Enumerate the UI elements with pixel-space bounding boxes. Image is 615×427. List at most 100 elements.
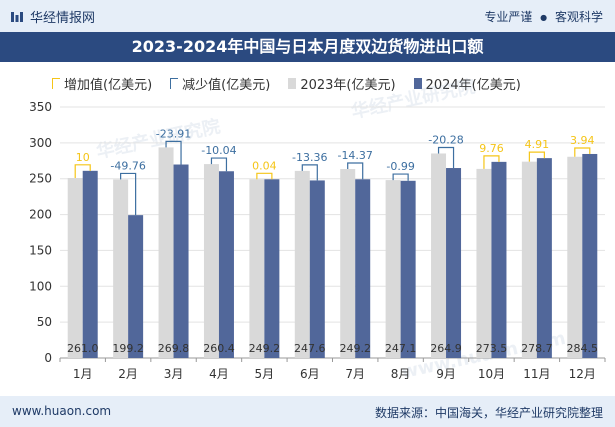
chart-legend: 增加值(亿美元) 减少值(亿美元) 2023年(亿美元) 2024年(亿美元) xyxy=(52,74,521,93)
top-bar: 华经情报网 专业严谨 ● 客观科学 xyxy=(0,0,615,32)
legend-increase-label: 增加值(亿美元) xyxy=(64,78,153,93)
bar-2023 xyxy=(203,164,219,358)
change-value-label: 3.94 xyxy=(570,134,595,147)
legend-decrease-label: 减少值(亿美元) xyxy=(182,78,271,93)
change-value-label: -49.76 xyxy=(110,159,145,172)
bar-2023 xyxy=(340,169,356,358)
bar-2023 xyxy=(67,177,83,358)
bar-2024 xyxy=(218,171,234,358)
bar-2024-value-label: 249.2 xyxy=(339,342,371,355)
bar-2023 xyxy=(521,161,537,358)
logo-icon xyxy=(11,11,23,22)
bar-2023 xyxy=(158,147,174,358)
x-tick-label: 8月 xyxy=(391,367,411,381)
bar-2024-value-label: 199.2 xyxy=(112,342,144,355)
bar-2024 xyxy=(173,164,189,358)
legend-decrease[interactable]: 减少值(亿美元) xyxy=(170,74,270,93)
change-value-label: -23.91 xyxy=(156,127,191,140)
x-tick-label: 4月 xyxy=(209,367,229,381)
bar-2024 xyxy=(582,153,598,358)
brand-name: 华经情报网 xyxy=(30,11,96,26)
x-tick-label: 12月 xyxy=(569,367,596,381)
bar-2024 xyxy=(446,168,462,358)
slogan-tag-2: 客观科学 xyxy=(554,10,603,24)
decrease-bracket xyxy=(347,162,364,180)
increase-bracket xyxy=(528,151,545,162)
bar-2024-value-label: 261.0 xyxy=(67,342,99,355)
bar-2024 xyxy=(309,180,325,358)
bar-2024-value-label: 247.1 xyxy=(385,342,417,355)
y-tick-label: 300 xyxy=(29,136,52,150)
decrease-bracket xyxy=(210,157,228,172)
bar-2024-value-label: 247.6 xyxy=(294,342,326,355)
y-tick-label: 0 xyxy=(44,351,52,365)
change-value-label: 4.91 xyxy=(525,138,550,151)
legend-2023-swatch xyxy=(288,78,297,89)
bar-chart: 0 50 100 150 200 250 300 350 10 261.0 1月 -49.76 199.… xyxy=(29,100,606,381)
bar-2024 xyxy=(128,215,144,358)
change-value-label: -13.36 xyxy=(292,151,327,164)
y-tick-label: 350 xyxy=(29,100,52,114)
legend-increase-swatch xyxy=(52,78,60,89)
bar-2023 xyxy=(113,179,129,358)
bar-2023 xyxy=(431,153,447,358)
decrease-bracket xyxy=(392,173,409,181)
y-tick-label: 250 xyxy=(29,172,52,186)
change-value-label: -14.37 xyxy=(337,149,372,162)
change-value-label: 0.04 xyxy=(252,159,277,172)
x-tick-label: 1月 xyxy=(73,367,93,381)
bar-2024-value-label: 284.5 xyxy=(567,342,599,355)
bar-2024-value-label: 249.2 xyxy=(249,342,281,355)
bar-2023 xyxy=(385,180,401,358)
x-tick-label: 3月 xyxy=(164,367,184,381)
footer-source: 数据来源：中国海关，华经产业研究院整理 xyxy=(374,406,603,420)
bar-2024-value-label: 273.5 xyxy=(476,342,508,355)
y-tick-label: 200 xyxy=(29,208,52,222)
x-tick-label: 5月 xyxy=(255,367,275,381)
bar-2024-value-label: 269.8 xyxy=(158,342,190,355)
bar-2024-value-label: 278.7 xyxy=(521,342,553,355)
increase-bracket xyxy=(574,147,591,157)
x-tick-label: 9月 xyxy=(436,367,456,381)
x-tick-label: 7月 xyxy=(345,367,365,381)
increase-bracket xyxy=(256,172,273,180)
bar-2024 xyxy=(400,180,416,358)
decrease-bracket xyxy=(301,164,318,181)
increase-bracket xyxy=(483,155,500,169)
legend-2024-swatch xyxy=(413,78,422,89)
slogan-tag-1: 专业严谨 xyxy=(484,10,533,24)
brand[interactable]: 华经情报网 xyxy=(10,7,95,26)
change-value-label: -0.99 xyxy=(386,160,414,173)
bar-2023 xyxy=(249,179,265,358)
legend-decrease-swatch xyxy=(170,78,179,89)
bar-2023 xyxy=(294,170,310,358)
x-tick-label: 10月 xyxy=(478,367,505,381)
bar-2024 xyxy=(536,158,552,358)
change-value-label: 9.76 xyxy=(479,142,504,155)
decrease-bracket xyxy=(120,172,137,216)
legend-2023[interactable]: 2023年(亿美元) xyxy=(288,74,396,93)
bar-2024 xyxy=(82,170,98,358)
bar-2024 xyxy=(491,161,507,358)
bar-2024-value-label: 260.4 xyxy=(203,342,235,355)
slogan: 专业严谨 ● 客观科学 xyxy=(484,8,603,25)
decrease-bracket xyxy=(437,146,455,169)
decrease-bracket xyxy=(165,140,182,165)
footer-website[interactable]: www.huaon.com xyxy=(12,404,112,418)
legend-increase[interactable]: 增加值(亿美元) xyxy=(52,74,152,93)
bar-2024-value-label: 264.9 xyxy=(430,342,462,355)
increase-bracket xyxy=(74,164,91,178)
bar-2023 xyxy=(476,168,492,358)
bar-2024 xyxy=(355,179,371,358)
chart-title: 2023-2024年中国与日本月度双边货物进出口额 xyxy=(0,32,615,62)
legend-2024[interactable]: 2024年(亿美元) xyxy=(413,74,521,93)
change-value-label: -20.28 xyxy=(428,133,463,146)
change-value-label: -10.04 xyxy=(201,144,236,157)
legend-2024-label: 2024年(亿美元) xyxy=(425,78,521,93)
y-tick-label: 50 xyxy=(37,315,52,329)
change-value-label: 10 xyxy=(76,151,90,164)
y-tick-label: 100 xyxy=(29,279,52,293)
legend-2023-label: 2023年(亿美元) xyxy=(300,78,396,93)
x-tick-label: 6月 xyxy=(300,367,320,381)
y-tick-label: 150 xyxy=(29,243,52,257)
